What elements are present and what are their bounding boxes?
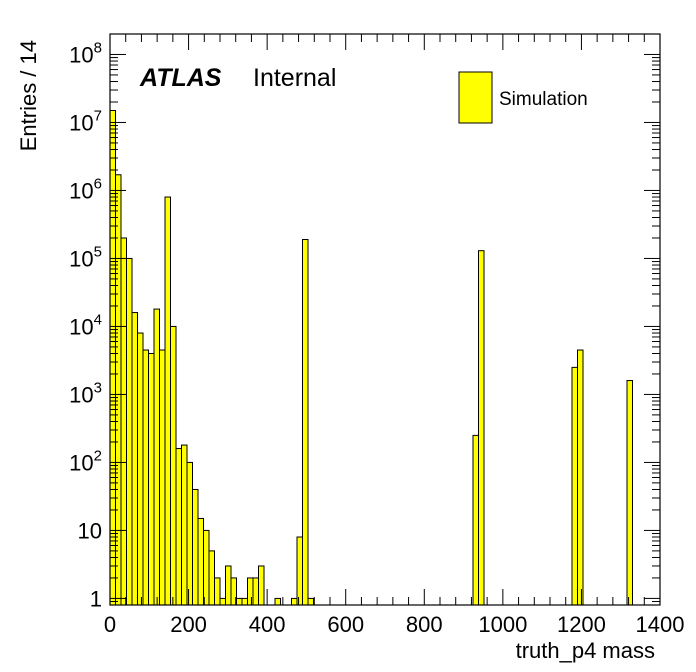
x-tick-label: 200 [170, 612, 207, 637]
histogram-bar [126, 257, 133, 606]
x-tick-label: 800 [406, 612, 443, 637]
histogram-bar [159, 349, 166, 606]
histogram-bar [247, 577, 254, 606]
histogram-bar [214, 577, 221, 606]
legend: Simulation [458, 71, 588, 124]
y-tick-exponent: 8 [94, 39, 102, 56]
histogram-bar [170, 325, 177, 606]
y-tick-exponent: 5 [94, 243, 102, 260]
y-tick-label: 106 [69, 175, 102, 203]
x-tick-label: 1000 [478, 612, 527, 637]
y-tick-label: 10 [78, 518, 102, 543]
y-tick-base: 10 [69, 246, 93, 271]
y-tick-label: 102 [69, 447, 102, 475]
histogram-bar [153, 308, 160, 606]
y-tick-exponent: 2 [94, 447, 102, 464]
y-tick-base: 10 [69, 450, 93, 475]
histogram-bar [175, 448, 182, 606]
y-tick-base: 10 [69, 178, 93, 203]
histogram-bar [131, 312, 138, 606]
legend-swatch [458, 71, 493, 124]
histogram-bar [197, 517, 204, 606]
histogram-bar [307, 597, 314, 606]
histogram-bar [577, 349, 584, 606]
histogram-bar [181, 444, 188, 606]
histogram-bar [571, 366, 578, 606]
y-tick-label: 103 [69, 379, 102, 407]
y-tick-exponent: 7 [94, 107, 102, 124]
x-tick-label: 1200 [557, 612, 606, 637]
histogram-bar [192, 488, 199, 606]
histogram-bars [109, 109, 633, 606]
histogram-bar [296, 536, 303, 606]
histogram-bar [302, 238, 309, 606]
x-tick-label: 1400 [636, 612, 685, 637]
histogram-bar [274, 597, 281, 606]
histogram-bar [120, 237, 127, 606]
histogram-bar [225, 565, 232, 606]
histogram-bar [148, 353, 155, 606]
histogram-bar [291, 597, 298, 606]
histogram-bar [203, 529, 210, 606]
x-tick-label: 400 [249, 612, 286, 637]
histogram-bar [219, 597, 226, 606]
histogram-bar [626, 380, 633, 606]
atlas-label: ATLAS [139, 64, 222, 92]
histogram-bar [137, 332, 144, 606]
y-tick-label: 1 [90, 586, 102, 611]
histogram-bar [472, 434, 479, 606]
histogram-bar [478, 250, 485, 606]
histogram-bar [241, 597, 248, 606]
internal-label: Internal [253, 64, 336, 92]
y-axis-title: Entries / 14 [16, 40, 41, 151]
y-tick-base: 10 [69, 314, 93, 339]
y-tick-label: 108 [69, 39, 102, 67]
y-tick-base: 10 [78, 518, 102, 543]
histogram-bar [258, 565, 265, 606]
y-tick-label: 104 [69, 311, 102, 339]
x-tick-labels: 0 200 400 600 800 1000 1200 1400 [104, 612, 685, 637]
y-axis-ticks [110, 33, 660, 606]
histogram-bar [142, 349, 149, 606]
y-tick-base: 1 [90, 586, 102, 611]
x-tick-label: 0 [104, 612, 116, 637]
y-tick-base: 10 [69, 382, 93, 407]
y-tick-exponent: 6 [94, 175, 102, 192]
y-tick-exponent: 3 [94, 379, 102, 396]
x-axis-ticks [109, 34, 661, 605]
y-tick-label: 107 [69, 107, 102, 135]
y-tick-label: 105 [69, 243, 102, 271]
plot-frame [109, 33, 661, 606]
y-tick-base: 10 [69, 110, 93, 135]
x-axis-title: truth_p4 mass [516, 638, 655, 663]
histogram-bar [186, 461, 193, 606]
y-tick-base: 10 [69, 42, 93, 67]
legend-label: Simulation [499, 89, 588, 110]
x-tick-label: 600 [327, 612, 364, 637]
y-tick-exponent: 4 [94, 311, 102, 328]
histogram-bar [252, 577, 259, 606]
histogram-bar [236, 597, 243, 606]
histogram-bar [208, 550, 215, 606]
histogram-bar [164, 196, 171, 606]
